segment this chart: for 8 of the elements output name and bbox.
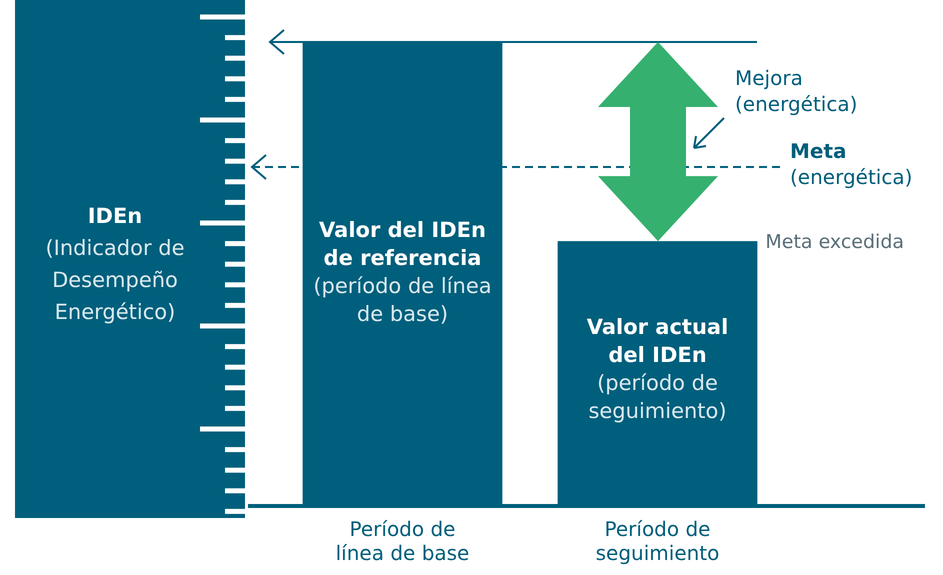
- annotation: Valor del IDEn de referencia (período de línea de base): [313, 218, 492, 326]
- x-tick-label: Período de línea de base: [336, 517, 470, 566]
- y-axis-title: IDEn (Indicador de Desempeño Energético): [44, 203, 186, 326]
- annotation: Meta excedida: [765, 231, 904, 254]
- annotation: Valor actual del IDEn (período de seguimiento): [586, 314, 728, 423]
- x-tick-label: Período de seguimiento: [596, 517, 720, 566]
- ref-line-label: Meta (energética): [790, 139, 912, 190]
- annotation: Mejora (energética): [735, 66, 858, 116]
